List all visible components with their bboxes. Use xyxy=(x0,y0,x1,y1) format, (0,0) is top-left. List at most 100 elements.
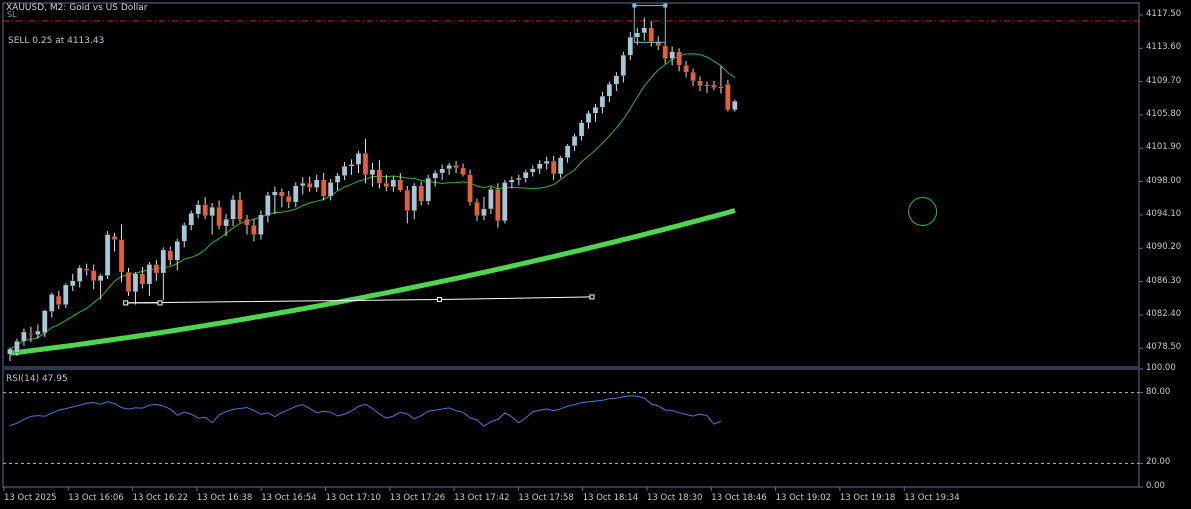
candle[interactable] xyxy=(195,200,201,219)
rsi-pane[interactable] xyxy=(3,392,1139,464)
candle[interactable] xyxy=(683,61,689,78)
candle[interactable] xyxy=(557,155,564,179)
candle[interactable] xyxy=(118,224,125,283)
candle[interactable] xyxy=(14,338,20,356)
candle[interactable] xyxy=(606,81,613,103)
candle[interactable] xyxy=(202,196,208,220)
candle[interactable] xyxy=(132,272,139,305)
candle[interactable] xyxy=(564,143,571,163)
candle[interactable] xyxy=(697,76,703,92)
candle[interactable] xyxy=(418,181,424,206)
candle[interactable] xyxy=(237,191,243,223)
candle[interactable] xyxy=(84,263,90,276)
candle[interactable] xyxy=(355,150,362,174)
candle[interactable] xyxy=(551,155,557,180)
candle[interactable] xyxy=(411,183,417,220)
candle[interactable] xyxy=(272,186,278,215)
candle[interactable] xyxy=(21,328,27,346)
candle[interactable] xyxy=(662,42,668,64)
candle[interactable] xyxy=(125,267,132,297)
candle[interactable] xyxy=(35,324,41,339)
candle[interactable] xyxy=(216,200,222,230)
candle[interactable] xyxy=(718,66,724,94)
selection-handle[interactable] xyxy=(632,3,637,8)
candle[interactable] xyxy=(544,156,550,170)
candle[interactable] xyxy=(627,32,633,61)
candle[interactable] xyxy=(223,214,229,237)
candle[interactable] xyxy=(446,162,452,175)
candle[interactable] xyxy=(244,214,250,235)
candle[interactable] xyxy=(676,48,682,72)
candle[interactable] xyxy=(369,162,376,187)
candle[interactable] xyxy=(286,190,292,209)
candle[interactable] xyxy=(188,210,194,231)
candle[interactable] xyxy=(453,161,459,174)
candle[interactable] xyxy=(439,164,445,180)
candle[interactable] xyxy=(655,36,661,50)
candle[interactable] xyxy=(390,176,397,192)
candle[interactable] xyxy=(174,238,180,271)
candle[interactable] xyxy=(279,188,285,208)
candle[interactable] xyxy=(523,169,529,183)
candle[interactable] xyxy=(56,290,62,309)
candle[interactable] xyxy=(327,179,334,201)
candle[interactable] xyxy=(467,169,473,206)
candle[interactable] xyxy=(251,219,257,242)
candle[interactable] xyxy=(578,120,585,141)
candle[interactable] xyxy=(28,326,34,343)
candle[interactable] xyxy=(258,210,264,240)
candle[interactable] xyxy=(362,138,369,184)
candle[interactable] xyxy=(502,179,508,224)
candle[interactable] xyxy=(599,91,606,114)
candle[interactable] xyxy=(209,202,215,235)
candle[interactable] xyxy=(49,292,55,318)
trendline-anchor[interactable] xyxy=(157,300,163,306)
candle[interactable] xyxy=(432,170,438,187)
candle[interactable] xyxy=(530,165,536,177)
candle[interactable] xyxy=(314,174,320,192)
candle[interactable] xyxy=(42,309,48,338)
candle[interactable] xyxy=(732,99,738,112)
candle[interactable] xyxy=(425,174,431,205)
candle[interactable] xyxy=(725,79,731,112)
candle[interactable] xyxy=(383,174,390,191)
candle[interactable] xyxy=(160,247,166,301)
candle[interactable] xyxy=(181,222,187,248)
candle[interactable] xyxy=(620,51,627,83)
candle[interactable] xyxy=(481,196,487,221)
candle[interactable] xyxy=(300,177,306,195)
candle[interactable] xyxy=(404,185,410,224)
candle[interactable] xyxy=(613,72,620,92)
candle[interactable] xyxy=(509,176,515,189)
candle[interactable] xyxy=(397,173,403,192)
candle[interactable] xyxy=(70,273,76,291)
candle[interactable] xyxy=(571,133,578,151)
candle[interactable] xyxy=(495,183,501,228)
candle[interactable] xyxy=(460,163,466,177)
candle[interactable] xyxy=(104,231,111,279)
candle[interactable] xyxy=(320,173,327,201)
candle[interactable] xyxy=(167,246,173,266)
candle[interactable] xyxy=(376,160,383,189)
candle[interactable] xyxy=(77,265,83,288)
price-pane[interactable] xyxy=(3,3,1139,362)
candle[interactable] xyxy=(690,68,696,86)
candle[interactable] xyxy=(7,347,13,362)
candle[interactable] xyxy=(63,283,69,309)
candle[interactable] xyxy=(307,176,313,192)
candle[interactable] xyxy=(516,174,522,185)
candle[interactable] xyxy=(111,232,118,252)
candle[interactable] xyxy=(90,264,97,290)
candle[interactable] xyxy=(153,260,160,281)
selection-handle[interactable] xyxy=(663,3,668,8)
candle[interactable] xyxy=(669,46,675,66)
candle[interactable] xyxy=(537,160,543,174)
candle[interactable] xyxy=(293,182,299,208)
candle[interactable] xyxy=(97,273,104,300)
candle[interactable] xyxy=(341,161,348,180)
candle[interactable] xyxy=(334,173,341,191)
candle[interactable] xyxy=(641,17,647,41)
candle[interactable] xyxy=(474,198,480,221)
candle[interactable] xyxy=(230,195,236,227)
